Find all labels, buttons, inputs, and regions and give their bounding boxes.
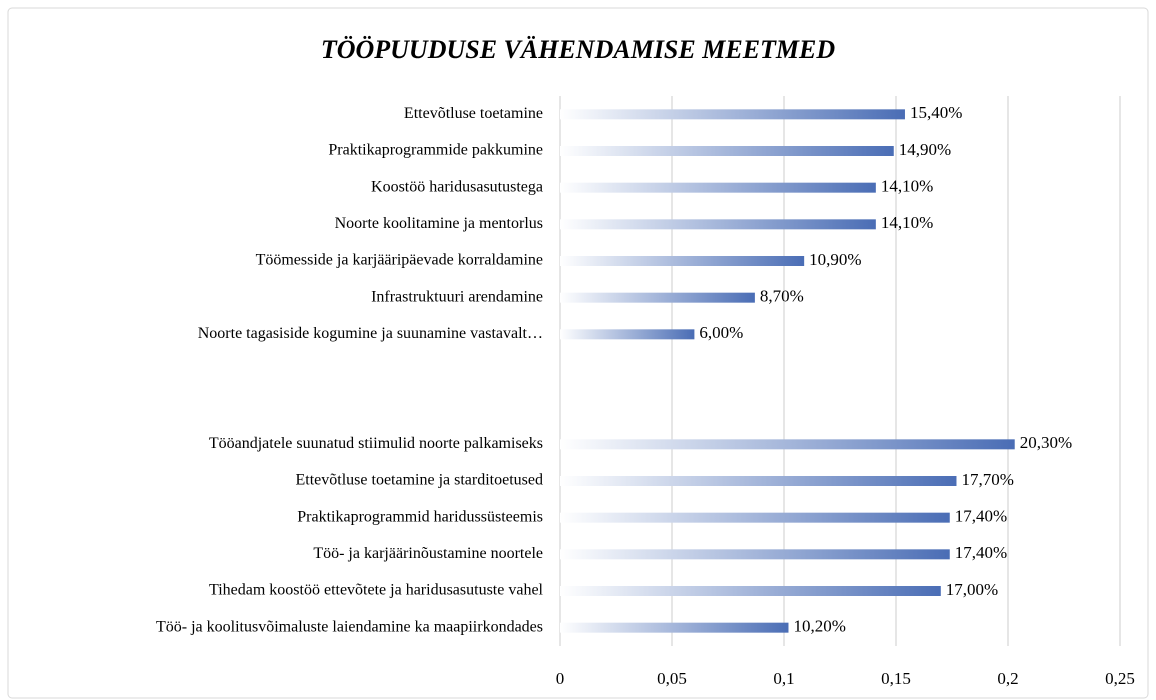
x-tick-label: 0,25 (1105, 669, 1135, 688)
x-tick-label: 0,1 (773, 669, 794, 688)
value-label: 14,90% (899, 140, 951, 159)
x-tick-label: 0 (556, 669, 565, 688)
x-tick-label: 0,2 (997, 669, 1018, 688)
x-tick-label: 0,15 (881, 669, 911, 688)
value-label: 15,40% (910, 103, 962, 122)
y-tick-label: Ettevõtluse toetamine (404, 105, 543, 122)
y-tick-label: Noorte koolitamine ja mentorlus (335, 215, 543, 232)
y-tick-label: Töömesside ja karjääripäevade korraldami… (256, 252, 543, 269)
chart-frame (7, 7, 1149, 699)
y-tick-label: Praktikaprogrammid haridussüsteemis (297, 508, 543, 525)
value-label: 10,90% (809, 250, 861, 269)
value-label: 14,10% (881, 177, 933, 196)
value-label: 17,70% (961, 470, 1013, 489)
bar (560, 182, 876, 193)
bar (560, 219, 876, 230)
bar (560, 256, 805, 266)
bar (560, 109, 905, 120)
bar (560, 622, 789, 633)
y-tick-label: Töö- ja karjäärinõustamine noortele (313, 545, 543, 562)
bar (560, 292, 755, 303)
chart-title: TÖÖPUUDUSE VÄHENDAMISE MEETMED (321, 35, 836, 64)
value-label: 6,00% (699, 323, 743, 342)
y-tick-label: Praktikaprogrammide pakkumine (328, 142, 543, 159)
value-label: 20,30% (1020, 433, 1072, 452)
y-tick-label: Koostöö haridusasutustega (371, 178, 543, 195)
bar (560, 549, 950, 560)
bar (560, 329, 695, 340)
bar (560, 512, 950, 523)
value-label: 8,70% (760, 287, 804, 306)
y-tick-label: Tihedam koostöö ettevõtete ja haridusasu… (209, 582, 544, 599)
value-label: 17,40% (955, 507, 1007, 526)
y-tick-label: Infrastruktuuri arendamine (371, 288, 543, 305)
y-tick-label: Noorte tagasiside kogumine ja suunamine … (198, 325, 543, 342)
bar (560, 146, 894, 156)
y-tick-label: Töö- ja koolitusvõimaluste laiendamine k… (156, 618, 543, 635)
bar (560, 476, 957, 486)
bar (560, 439, 1015, 450)
value-label: 10,20% (793, 617, 845, 636)
value-label: 14,10% (881, 213, 933, 232)
x-tick-label: 0,05 (657, 669, 687, 688)
y-tick-label: Tööandjatele suunatud stiimulid noorte p… (209, 435, 543, 452)
bar (560, 586, 941, 596)
value-label: 17,40% (955, 543, 1007, 562)
value-label: 17,00% (946, 580, 998, 599)
y-tick-label: Ettevõtluse toetamine ja starditoetused (296, 472, 543, 489)
